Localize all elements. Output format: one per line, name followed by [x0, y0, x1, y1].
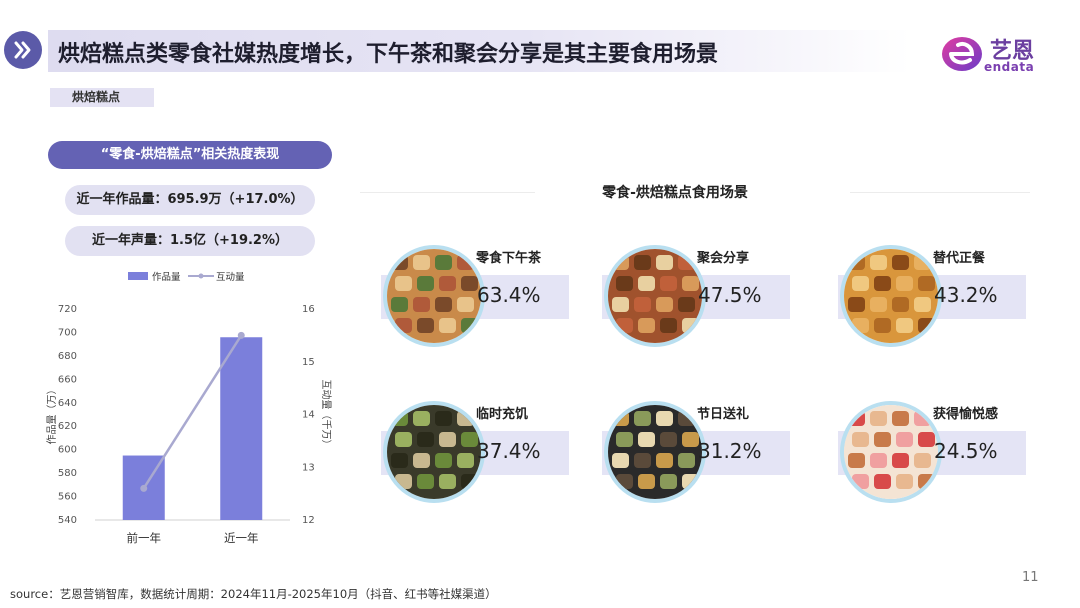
y-tick-label: 600	[58, 445, 77, 456]
y2-axis-label: 互动量（千万）	[320, 380, 332, 450]
dessert-photo	[840, 401, 942, 503]
y2-tick-label: 13	[302, 462, 315, 473]
page-title: 烘焙糕点类零食社媒热度增长，下午茶和聚会分享是其主要食用场景	[58, 42, 719, 67]
voice-volume-stat: 近一年声量：1.5亿（+19.2%）	[65, 226, 315, 256]
scene-card: 替代正餐 43.2%	[838, 245, 1038, 355]
y-tick-label: 720	[58, 304, 77, 315]
x-tick-label: 近一年	[224, 531, 259, 545]
scene-label: 临时充饥	[476, 407, 529, 422]
y-tick-label: 640	[58, 398, 77, 409]
y-tick-label: 540	[58, 515, 77, 526]
scene-value: 63.4%	[477, 283, 541, 307]
scene-card: 临时充饥 37.4%	[381, 401, 581, 511]
scene-value: 43.2%	[934, 283, 998, 307]
scene-card: 获得愉悦感 24.5%	[838, 401, 1038, 511]
snack-box-photo	[383, 401, 485, 503]
y2-tick-label: 15	[302, 357, 315, 368]
y-tick-label: 660	[58, 374, 77, 385]
bar-works-volume	[220, 337, 263, 520]
snack-platter-photo	[383, 245, 485, 347]
legend-label-line: 互动量	[216, 272, 245, 283]
y2-tick-label: 12	[302, 515, 315, 526]
scene-label: 零食下午茶	[476, 251, 542, 266]
scene-value: 47.5%	[698, 283, 762, 307]
legend-marker-line	[198, 273, 204, 279]
scene-label: 替代正餐	[933, 251, 986, 266]
y-tick-label: 680	[58, 351, 77, 362]
gift-box-photo	[604, 401, 706, 503]
heat-chart: 作品量 互动量 540 560 580 600 620 640 660 680 700 720 12 13…	[46, 271, 332, 545]
divider-left	[360, 192, 535, 193]
endata-logo-icon	[942, 37, 982, 71]
scene-card: 零食下午茶 63.4%	[381, 245, 581, 355]
divider-right	[850, 192, 1030, 193]
source-note: source：艺恩营销智库，数据统计周期：2024年11月-2025年10月（抖…	[10, 587, 497, 601]
scene-label: 节日送礼	[697, 407, 750, 422]
x-tick-label: 前一年	[127, 531, 162, 545]
y-tick-label: 700	[58, 327, 77, 338]
title-bar	[48, 30, 910, 72]
scene-value: 31.2%	[698, 439, 762, 463]
party-table-photo	[604, 245, 706, 347]
logo-text: 艺恩	[990, 39, 1035, 64]
y-axis-label: 作品量（万）	[46, 385, 58, 445]
works-volume-stat: 近一年作品量：695.9万（+17.0%）	[65, 185, 315, 215]
line-point	[140, 484, 148, 492]
legend-label-bar: 作品量	[152, 271, 181, 283]
category-tag: 烘焙糕点	[50, 88, 154, 107]
scene-label: 聚会分享	[697, 251, 750, 266]
double-chevron-right-icon	[4, 31, 42, 69]
y2-tick-label: 16	[302, 304, 315, 315]
logo-subtext: endata	[984, 60, 1035, 74]
scene-label: 获得愉悦感	[933, 407, 999, 422]
scene-card: 节日送礼 31.2%	[602, 401, 802, 511]
y-tick-label: 560	[58, 492, 77, 503]
bakery-bread-photo	[840, 245, 942, 347]
y2-tick-label: 14	[302, 410, 315, 421]
y-tick-label: 620	[58, 421, 77, 432]
scenes-title: 零食-烘焙糕点食用场景	[602, 185, 748, 201]
scene-value: 24.5%	[934, 439, 998, 463]
y-tick-label: 580	[58, 468, 77, 479]
scene-card: 聚会分享 47.5%	[602, 245, 802, 355]
heat-performance-title: “零食-烘焙糕点”相关热度表现	[48, 141, 332, 169]
line-interaction-volume	[142, 334, 243, 490]
page-number: 11	[1022, 570, 1039, 585]
line-point	[237, 331, 245, 339]
legend-swatch-bar	[128, 272, 148, 280]
scene-value: 37.4%	[477, 439, 541, 463]
